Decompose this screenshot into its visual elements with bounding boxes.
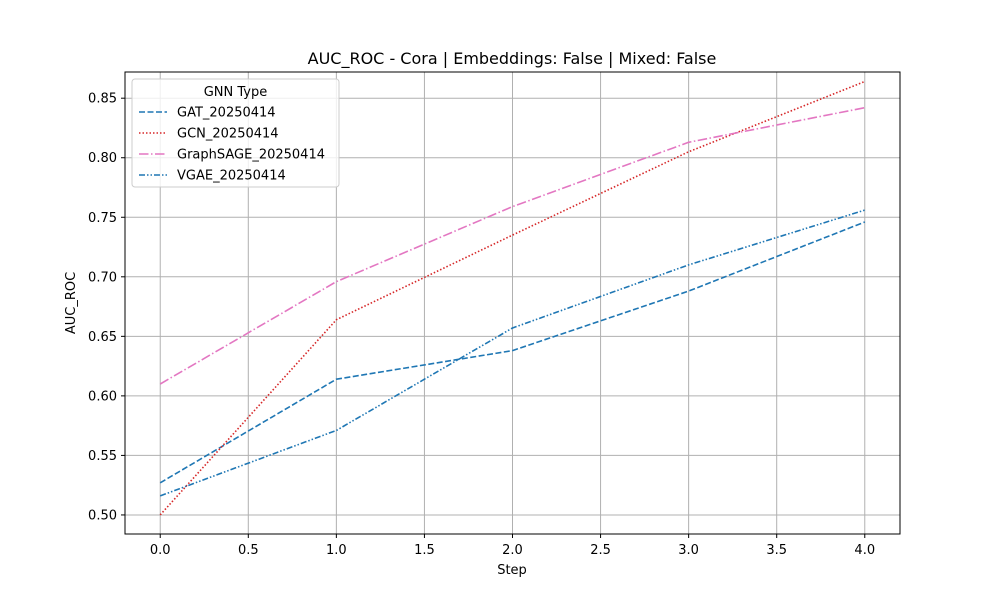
x-tick-label: 2.5 (590, 543, 611, 558)
y-tick-label: 0.70 (88, 270, 117, 285)
legend-label: GAT_20250414 (177, 106, 276, 121)
x-tick-label: 3.5 (766, 543, 787, 558)
x-tick-label: 1.5 (414, 543, 435, 558)
legend-box (131, 78, 340, 188)
legend-label: GraphSAGE_20250414 (177, 148, 325, 163)
legend-label: GCN_20250414 (177, 127, 279, 142)
y-tick-label: 0.75 (88, 211, 117, 226)
y-axis-ticks: 0.50 0.55 0.60 0.65 0.70 0.75 0.80 0.85 (88, 92, 125, 523)
y-tick-label: 0.60 (88, 389, 117, 404)
y-tick-label: 0.50 (88, 508, 117, 523)
legend: GNN Type GAT_20250414 GCN_20250414 GraphSA… (131, 78, 340, 188)
y-tick-label: 0.80 (88, 151, 117, 166)
y-tick-label: 0.55 (88, 449, 117, 464)
x-axis-label: Step (497, 563, 527, 578)
series-line (159, 221, 866, 484)
legend-title: GNN Type (204, 85, 268, 100)
series-line (159, 80, 866, 516)
series-lines (159, 80, 866, 516)
y-tick-label: 0.65 (88, 330, 117, 345)
y-axis-label: AUC_ROC (64, 272, 79, 334)
chart-title: AUC_ROC - Cora | Embeddings: False | Mix… (308, 49, 717, 69)
x-tick-label: 2.0 (502, 543, 523, 558)
x-tick-label: 1.0 (326, 543, 347, 558)
x-tick-label: 0.0 (150, 543, 171, 558)
legend-label: VGAE_20250414 (177, 169, 286, 184)
series-line (159, 209, 866, 497)
x-tick-label: 4.0 (854, 543, 875, 558)
x-tick-label: 0.5 (238, 543, 259, 558)
y-tick-label: 0.85 (88, 92, 117, 107)
x-tick-label: 3.0 (678, 543, 699, 558)
series-line (159, 106, 865, 385)
legend-entries: GAT_20250414 GCN_20250414 GraphSAGE_202504… (139, 106, 325, 184)
x-axis-ticks: 0.0 0.5 1.0 1.5 2.0 2.5 3.0 3.5 4.0 (150, 534, 875, 558)
